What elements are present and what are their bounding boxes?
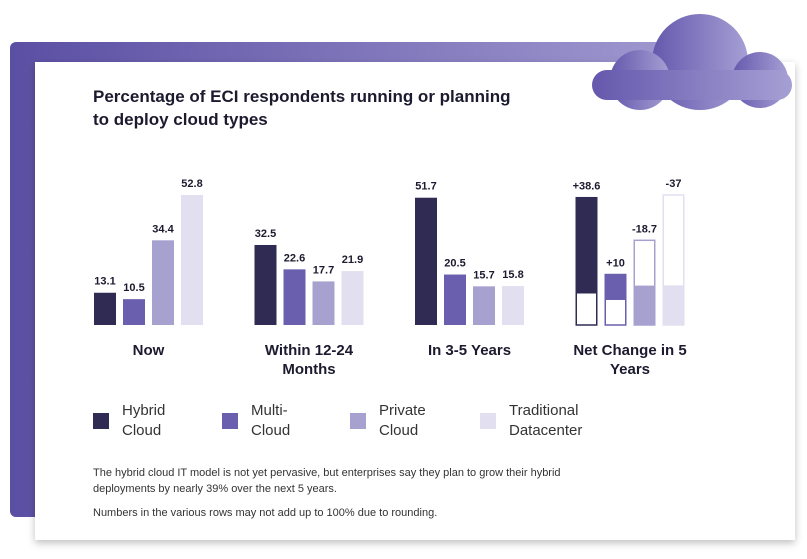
net-base: [575, 291, 598, 326]
bar: [152, 240, 174, 325]
category-label: Within 12-24 Months: [264, 342, 354, 378]
legend-label: Private Cloud: [379, 402, 426, 439]
net-base: [604, 298, 627, 326]
value-label: 20.5: [444, 258, 465, 270]
bar: [473, 286, 495, 325]
net-change: [633, 239, 656, 288]
bar: [502, 286, 524, 325]
net-change: [575, 196, 598, 294]
legend-label: Traditional Datacenter: [509, 402, 583, 439]
value-label: +10: [606, 258, 625, 270]
chart-title: Percentage of ECI respondents running or…: [93, 87, 511, 129]
bar: [254, 244, 277, 325]
net-change: [604, 273, 627, 300]
bar: [444, 274, 466, 325]
legend-swatch: [222, 413, 238, 429]
value-label: -18.7: [632, 223, 657, 235]
value-label: 15.7: [473, 269, 494, 281]
bar: [94, 292, 116, 325]
value-label: -37: [666, 178, 682, 190]
footnote: Numbers in the various rows may not add …: [93, 507, 438, 519]
value-label: +38.6: [573, 181, 601, 193]
value-label: 51.7: [415, 181, 436, 193]
value-label: 34.4: [152, 223, 174, 235]
legend-swatch: [93, 413, 109, 429]
value-label: 22.6: [284, 252, 305, 264]
bar: [181, 195, 203, 325]
category-label: Now: [132, 342, 165, 359]
net-change: [662, 194, 685, 287]
legend-swatch: [480, 413, 496, 429]
footnote: The hybrid cloud IT model is not yet per…: [93, 467, 561, 495]
bar: [123, 299, 145, 325]
bar: [415, 197, 437, 325]
bar: [312, 281, 335, 325]
value-label: 13.1: [94, 276, 115, 288]
bar: [341, 271, 364, 325]
value-label: 52.8: [181, 178, 202, 190]
legend-label: Multi-Cloud: [251, 402, 291, 439]
value-label: 32.5: [255, 228, 276, 240]
category-label: In 3-5 Years: [427, 342, 512, 359]
net-base: [633, 285, 656, 326]
value-label: 21.9: [342, 254, 363, 266]
legend-label: Hybrid Cloud: [122, 402, 166, 439]
value-label: 10.5: [123, 282, 144, 294]
value-label: 15.8: [502, 269, 523, 281]
value-label: 17.7: [313, 264, 334, 276]
category-label: Net Change in 5 Years: [573, 342, 687, 378]
legend-swatch: [350, 413, 366, 429]
bar: [283, 269, 306, 325]
cloud: [592, 14, 792, 110]
net-base: [662, 285, 685, 326]
